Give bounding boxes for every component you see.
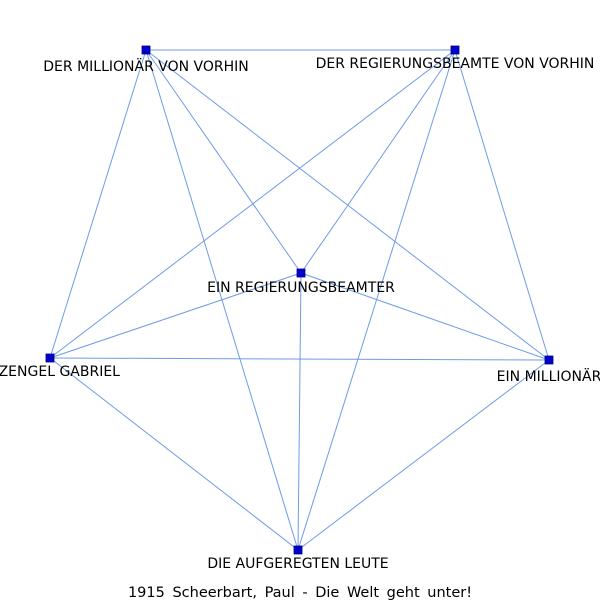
- node-label-millionaer_vorhin: DER MILLIONÄR VON VORHIN: [43, 57, 248, 75]
- edge-regierungsbeamter-erzengel: [49, 272, 302, 359]
- graph-caption: 1915 Scheerbart, Paul - Die Welt geht un…: [128, 585, 472, 600]
- edge-erzengel-leute: [49, 357, 299, 551]
- node-millionaer: [544, 355, 554, 365]
- edge-millionaer_vorhin-erzengel: [49, 49, 147, 359]
- edge-beamte_vorhin-regierungsbeamter: [300, 49, 456, 274]
- edge-beamte_vorhin-erzengel: [49, 49, 456, 359]
- node-regierungsbeamter: [296, 268, 306, 278]
- node-millionaer_vorhin: [141, 45, 151, 55]
- node-leute: [293, 545, 303, 555]
- label-layer: DER MILLIONÄR VON VORHIN DER REGIERUNGSBE…: [0, 56, 600, 572]
- node-label-beamte_vorhin: DER REGIERUNGSBEAMTE VON VORHIN: [316, 56, 595, 72]
- edge-millionaer-leute: [297, 359, 550, 551]
- node-layer: [45, 45, 554, 555]
- node-beamte_vorhin: [450, 45, 460, 55]
- node-label-millionaer: EIN MILLIONÄR: [497, 367, 600, 385]
- edge-beamte_vorhin-millionaer: [454, 49, 550, 361]
- edge-regierungsbeamter-leute: [297, 272, 302, 551]
- node-erzengel: [45, 353, 55, 363]
- edge-erzengel-millionaer: [49, 357, 550, 361]
- edge-layer: [49, 49, 550, 551]
- node-label-regierungsbeamter: EIN REGIERUNGSBEAMTER: [207, 280, 395, 296]
- edge-millionaer_vorhin-regierungsbeamter: [145, 49, 302, 274]
- edge-regierungsbeamter-millionaer: [300, 272, 550, 361]
- node-label-leute: DIE AUFGEREGTEN LEUTE: [207, 556, 388, 572]
